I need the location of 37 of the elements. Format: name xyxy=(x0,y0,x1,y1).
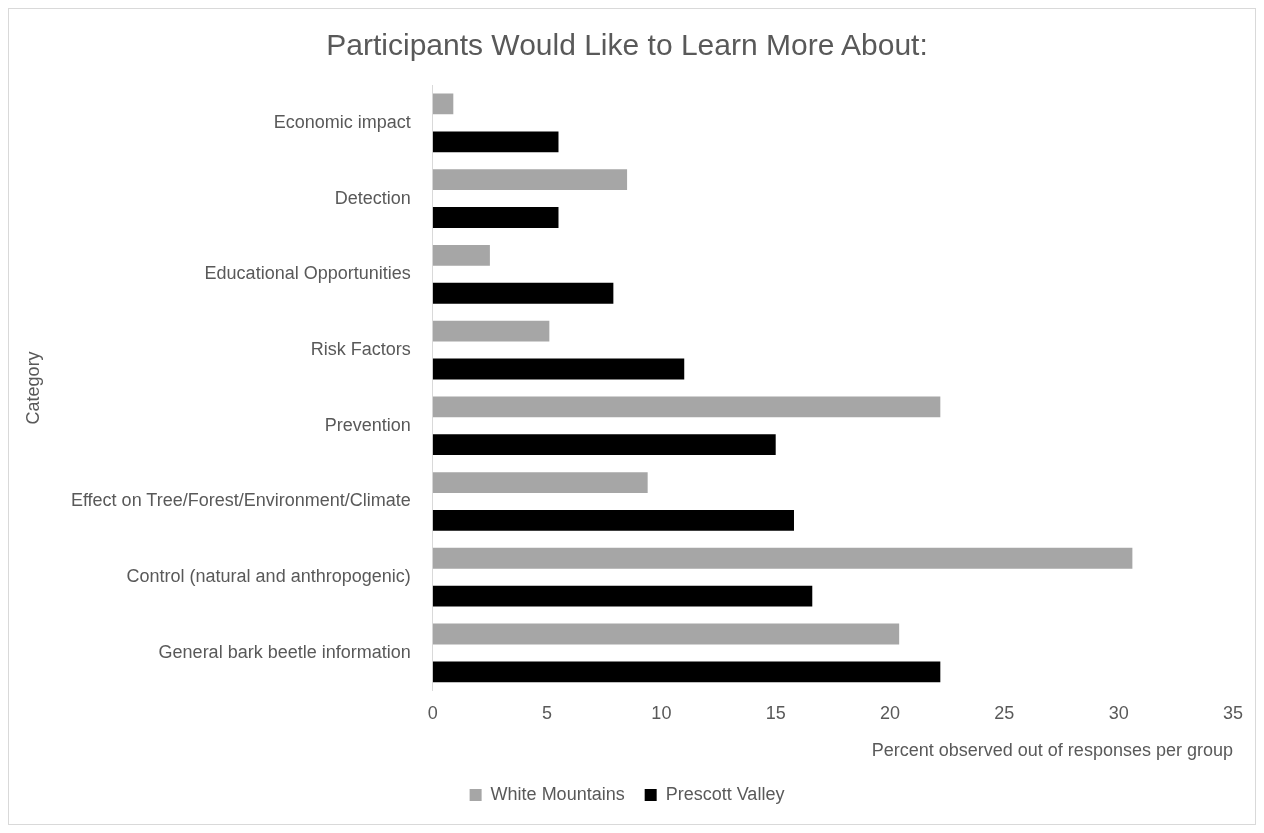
legend-label: Prescott Valley xyxy=(665,783,785,804)
y-tick-label: Economic impact xyxy=(273,111,411,132)
bar xyxy=(432,169,628,191)
x-tick-label: 15 xyxy=(765,702,786,723)
x-tick-label: 5 xyxy=(542,702,553,723)
bar xyxy=(432,207,559,228)
y-axis-title: Category xyxy=(22,351,43,425)
x-tick-label: 25 xyxy=(994,702,1015,723)
bar xyxy=(432,320,550,342)
bar xyxy=(432,510,794,531)
x-tick-label: 35 xyxy=(1222,702,1243,723)
x-tick-label: 20 xyxy=(880,702,901,723)
bar xyxy=(432,131,559,153)
y-tick-label: Detection xyxy=(334,187,411,208)
bar xyxy=(432,661,941,683)
bar xyxy=(432,396,941,418)
x-tick-label: 0 xyxy=(427,702,438,723)
y-tick-label: Control (natural and anthropogenic) xyxy=(126,566,411,587)
x-tick-label: 10 xyxy=(651,702,672,723)
bar xyxy=(432,472,648,493)
bar xyxy=(432,244,490,266)
bar xyxy=(432,585,813,607)
bar xyxy=(432,358,685,380)
y-tick-label: Prevention xyxy=(324,414,411,435)
bar xyxy=(432,434,776,456)
chart-title: Participants Would Like to Learn More About: xyxy=(326,28,928,62)
bar xyxy=(432,547,1133,569)
x-axis-title: Percent observed out of responses per group xyxy=(871,740,1233,761)
bar xyxy=(432,93,454,115)
x-tick-label: 30 xyxy=(1108,702,1129,723)
y-tick-label: Effect on Tree/Forest/Environment/Climate xyxy=(70,490,411,511)
y-tick-label: Educational Opportunities xyxy=(204,263,411,284)
legend-label: White Mountains xyxy=(490,783,625,804)
bar xyxy=(432,623,900,645)
y-tick-label: General bark beetle information xyxy=(158,641,411,662)
bar xyxy=(432,282,614,304)
y-tick-label: Risk Factors xyxy=(310,339,411,360)
